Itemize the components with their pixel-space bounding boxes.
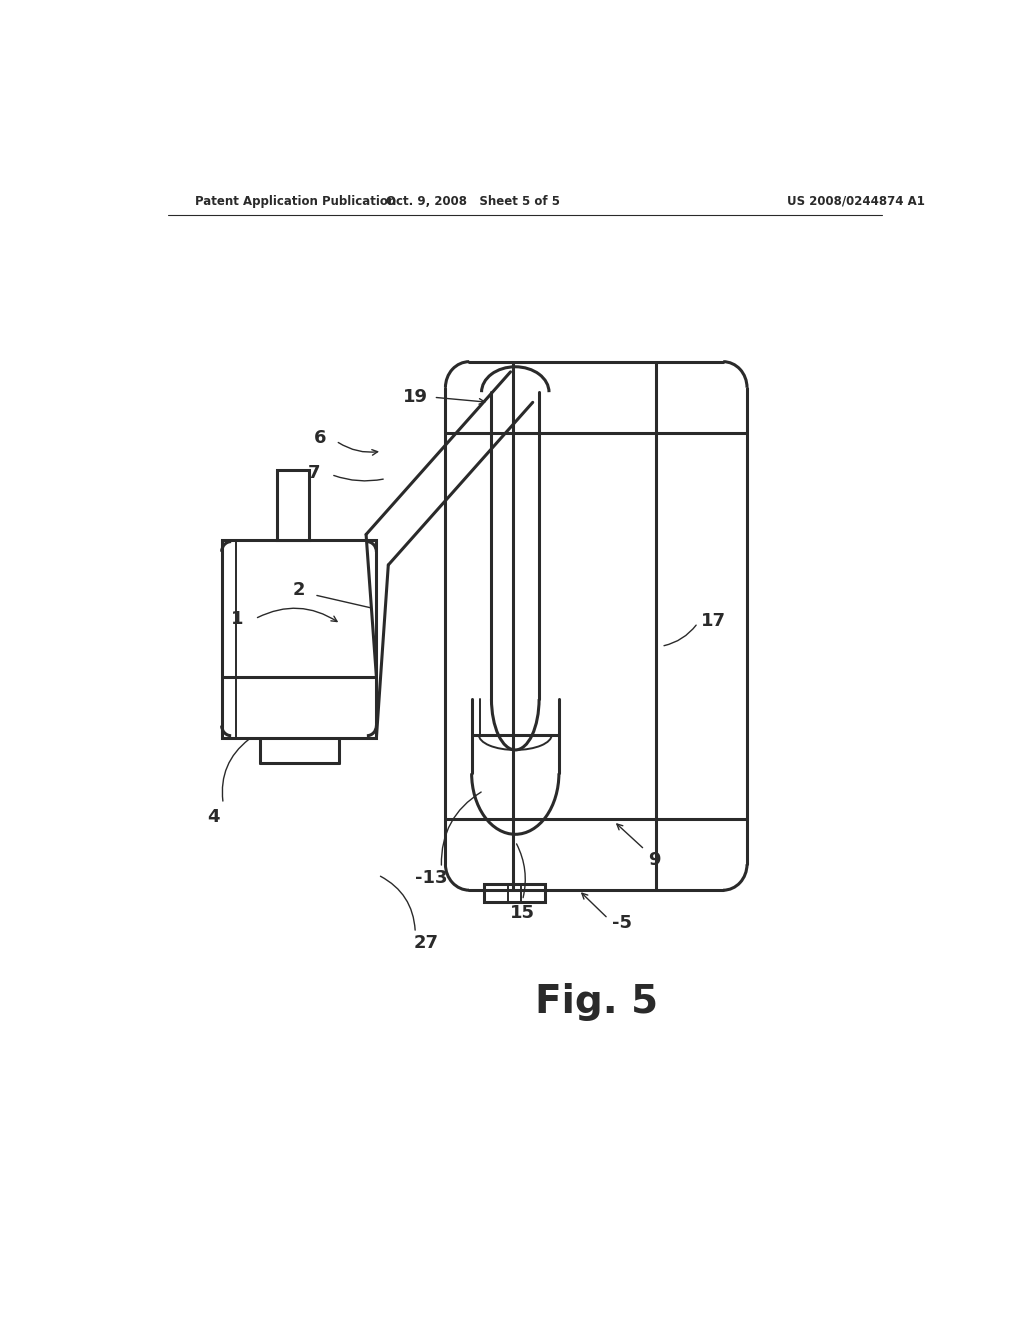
Text: 17: 17 (701, 612, 726, 630)
Text: 6: 6 (313, 429, 327, 447)
Text: 4: 4 (208, 808, 220, 826)
Text: 19: 19 (402, 388, 428, 407)
Bar (469, 362, 723, 890)
Text: 2: 2 (293, 581, 305, 599)
Text: 27: 27 (414, 935, 439, 952)
Text: Patent Application Publication: Patent Application Publication (196, 194, 396, 207)
Text: 1: 1 (230, 610, 243, 628)
Text: US 2008/0244874 A1: US 2008/0244874 A1 (786, 194, 925, 207)
Text: 15: 15 (510, 904, 535, 921)
Text: -5: -5 (611, 913, 632, 932)
Text: 9: 9 (648, 850, 660, 869)
Bar (278, 470, 309, 540)
Bar (221, 540, 377, 738)
Bar (445, 388, 748, 865)
Text: Oct. 9, 2008   Sheet 5 of 5: Oct. 9, 2008 Sheet 5 of 5 (386, 194, 560, 207)
Text: Fig. 5: Fig. 5 (535, 983, 657, 1020)
Bar (483, 884, 546, 903)
Text: -13: -13 (415, 869, 447, 887)
Text: 7: 7 (308, 465, 321, 483)
